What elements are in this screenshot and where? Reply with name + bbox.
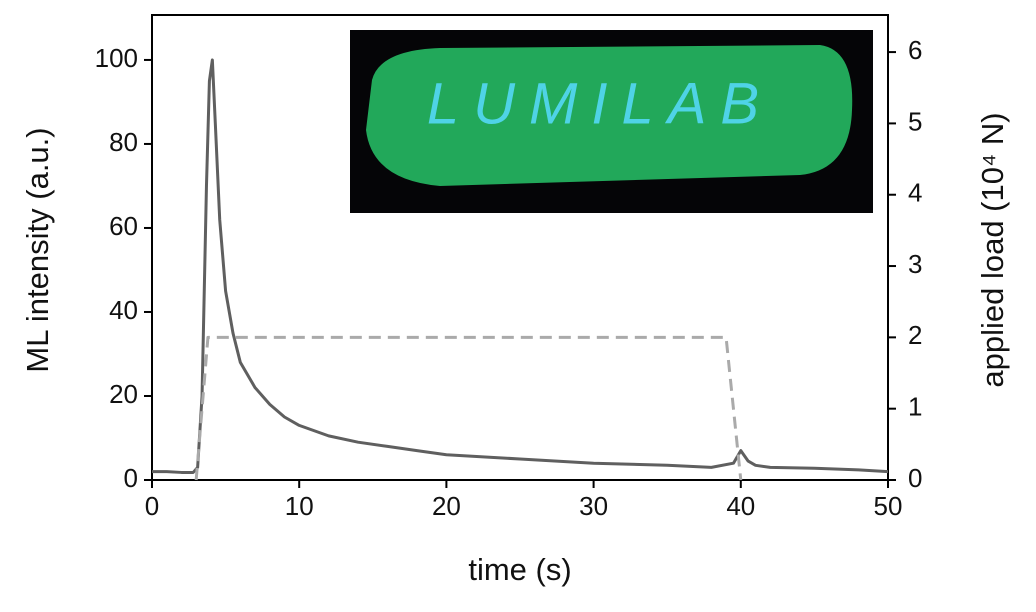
y2-tick-label: 1: [908, 392, 922, 422]
y-tick-label: 20: [109, 379, 138, 409]
y-axis-label: ML intensity (a.u.): [20, 127, 55, 372]
y2-tick-label: 6: [908, 35, 922, 65]
y-tick-label: 40: [109, 295, 138, 325]
series-line: [194, 335, 743, 481]
y-tick-label: 100: [95, 43, 138, 73]
inset-photo: LUMILAB: [350, 30, 873, 213]
y2-axis-label: applied load (10⁴ N): [975, 112, 1010, 387]
x-tick-label: 0: [145, 491, 159, 521]
y-tick-label: 60: [109, 211, 138, 241]
plot-frame: [151, 14, 889, 481]
x-tick-label: 10: [285, 491, 314, 521]
x-tick-label: 50: [874, 491, 903, 521]
x-tick-label: 20: [432, 491, 461, 521]
y2-tick-label: 0: [908, 463, 922, 493]
x-tick-label: 40: [726, 491, 755, 521]
series-line: [152, 58, 889, 474]
y-tick-label: 0: [124, 463, 138, 493]
x-axis-label: time (s): [468, 552, 571, 587]
y2-tick-label: 3: [908, 249, 922, 279]
y-tick-label: 80: [109, 127, 138, 157]
y2-tick-label: 4: [908, 178, 922, 208]
x-tick-label: 30: [579, 491, 608, 521]
inset-blob: [366, 45, 853, 186]
y2-tick-label: 5: [908, 106, 922, 136]
y2-tick-label: 2: [908, 320, 922, 350]
inset-text: LUMILAB: [427, 71, 773, 136]
